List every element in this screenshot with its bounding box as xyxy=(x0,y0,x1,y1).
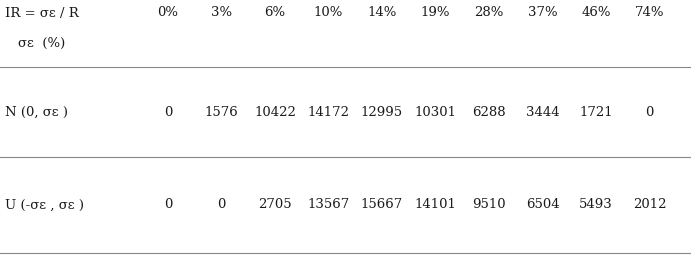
Text: 0%: 0% xyxy=(158,6,178,20)
Text: 14101: 14101 xyxy=(415,198,457,212)
Text: σε  (%): σε (%) xyxy=(18,36,65,50)
Text: 15667: 15667 xyxy=(361,198,403,212)
Text: 13567: 13567 xyxy=(307,198,350,212)
Text: 14172: 14172 xyxy=(307,106,350,118)
Text: 12995: 12995 xyxy=(361,106,403,118)
Text: 10%: 10% xyxy=(314,6,343,20)
Text: 2705: 2705 xyxy=(258,198,292,212)
Text: 0: 0 xyxy=(164,198,172,212)
Text: 6504: 6504 xyxy=(526,198,559,212)
Text: 14%: 14% xyxy=(368,6,397,20)
Text: 3444: 3444 xyxy=(526,106,559,118)
Text: 2012: 2012 xyxy=(633,198,666,212)
Text: 5493: 5493 xyxy=(579,198,613,212)
Text: 1576: 1576 xyxy=(205,106,238,118)
Text: 6%: 6% xyxy=(265,6,285,20)
Text: 0: 0 xyxy=(164,106,172,118)
Text: N (0, σε ): N (0, σε ) xyxy=(5,106,68,118)
Text: 3%: 3% xyxy=(211,6,232,20)
Text: 74%: 74% xyxy=(635,6,664,20)
Text: 10422: 10422 xyxy=(254,106,296,118)
Text: 0: 0 xyxy=(217,198,226,212)
Text: 19%: 19% xyxy=(421,6,451,20)
Text: 1721: 1721 xyxy=(579,106,613,118)
Text: IR = σε / R: IR = σε / R xyxy=(5,6,79,20)
Text: 46%: 46% xyxy=(581,6,611,20)
Text: 28%: 28% xyxy=(474,6,504,20)
Text: 9510: 9510 xyxy=(472,198,506,212)
Text: 6288: 6288 xyxy=(472,106,506,118)
Text: 0: 0 xyxy=(645,106,654,118)
Text: U (-σε , σε ): U (-σε , σε ) xyxy=(5,198,84,212)
Text: 10301: 10301 xyxy=(415,106,457,118)
Text: 37%: 37% xyxy=(528,6,558,20)
